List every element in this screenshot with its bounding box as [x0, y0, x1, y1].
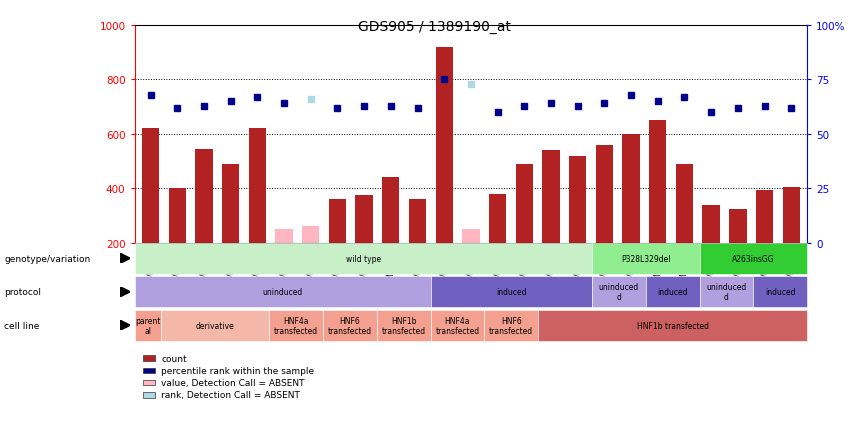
Bar — [569, 156, 587, 243]
Text: induced: induced — [496, 288, 527, 296]
Polygon shape — [120, 320, 130, 331]
Text: uninduced
d: uninduced d — [599, 283, 639, 302]
Bar — [676, 164, 694, 243]
Text: induced: induced — [657, 288, 688, 296]
Text: parent
al: parent al — [135, 316, 161, 335]
Bar — [622, 135, 640, 243]
Bar — [463, 230, 479, 243]
Bar — [329, 200, 346, 243]
Bar — [355, 196, 372, 243]
Text: count: count — [161, 354, 187, 363]
Bar — [729, 209, 746, 243]
Text: uninduced
d: uninduced d — [707, 283, 746, 302]
Text: percentile rank within the sample: percentile rank within the sample — [161, 366, 314, 375]
Bar — [436, 48, 453, 243]
Text: HNF4a
transfected: HNF4a transfected — [436, 316, 479, 335]
Bar — [516, 164, 533, 243]
Text: HNF1b
transfected: HNF1b transfected — [382, 316, 425, 335]
Text: HNF4a
transfected: HNF4a transfected — [274, 316, 318, 335]
Bar — [489, 194, 506, 243]
Text: wild type: wild type — [345, 254, 381, 263]
Text: HNF1b transfected: HNF1b transfected — [637, 321, 708, 330]
Bar — [141, 129, 159, 243]
Text: P328L329del: P328L329del — [621, 254, 671, 263]
Text: induced: induced — [765, 288, 796, 296]
Text: HNF6
transfected: HNF6 transfected — [328, 316, 372, 335]
Text: rank, Detection Call = ABSENT: rank, Detection Call = ABSENT — [161, 391, 300, 399]
Bar — [275, 230, 293, 243]
Text: HNF6
transfected: HNF6 transfected — [490, 316, 533, 335]
Bar — [409, 200, 426, 243]
Bar — [382, 178, 399, 243]
Text: cell line: cell line — [4, 321, 40, 330]
Bar — [756, 190, 773, 243]
Bar — [783, 187, 800, 243]
Text: protocol: protocol — [4, 288, 42, 296]
Text: value, Detection Call = ABSENT: value, Detection Call = ABSENT — [161, 378, 305, 387]
Text: genotype/variation: genotype/variation — [4, 254, 90, 263]
Text: uninduced: uninduced — [262, 288, 303, 296]
Bar — [195, 149, 213, 243]
Bar — [222, 164, 240, 243]
Text: GDS905 / 1389190_at: GDS905 / 1389190_at — [358, 20, 510, 33]
Bar — [702, 205, 720, 243]
Bar — [302, 227, 319, 243]
Text: A263insGG: A263insGG — [732, 254, 775, 263]
Bar — [542, 151, 560, 243]
Bar — [168, 189, 186, 243]
Bar — [649, 121, 667, 243]
Text: derivative: derivative — [196, 321, 234, 330]
Bar — [248, 129, 266, 243]
Polygon shape — [120, 253, 130, 264]
Polygon shape — [120, 287, 130, 297]
Bar — [595, 145, 613, 243]
